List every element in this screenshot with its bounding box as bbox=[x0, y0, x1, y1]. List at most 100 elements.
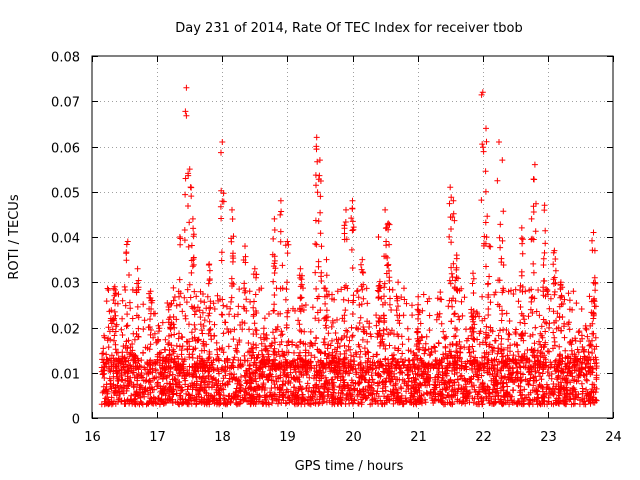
data-point bbox=[477, 328, 484, 335]
data-point bbox=[461, 294, 468, 301]
data-point bbox=[458, 365, 465, 372]
data-point bbox=[479, 379, 486, 386]
data-point bbox=[404, 372, 411, 379]
data-point bbox=[500, 365, 507, 372]
data-point bbox=[562, 347, 569, 354]
data-point bbox=[283, 342, 290, 349]
data-point bbox=[536, 381, 543, 388]
data-point bbox=[451, 310, 458, 317]
data-point bbox=[519, 288, 526, 295]
data-point bbox=[279, 262, 286, 269]
data-point bbox=[126, 272, 132, 278]
data-point bbox=[119, 332, 126, 338]
data-point bbox=[276, 396, 283, 403]
data-point bbox=[118, 372, 125, 379]
data-point bbox=[303, 371, 310, 378]
data-point bbox=[395, 279, 402, 286]
data-point bbox=[240, 303, 247, 310]
data-point bbox=[298, 328, 305, 335]
data-point bbox=[461, 344, 468, 351]
data-point bbox=[373, 312, 380, 319]
data-point bbox=[382, 355, 389, 362]
data-point bbox=[487, 327, 494, 334]
data-point bbox=[349, 332, 356, 339]
data-point bbox=[479, 89, 486, 96]
data-point bbox=[373, 365, 380, 372]
data-point bbox=[518, 331, 525, 338]
data-point bbox=[451, 354, 458, 361]
data-point bbox=[115, 398, 121, 405]
data-point bbox=[237, 384, 244, 391]
data-point bbox=[521, 386, 528, 393]
data-point bbox=[343, 368, 350, 375]
data-point bbox=[135, 325, 142, 332]
data-point bbox=[453, 266, 460, 273]
data-point bbox=[415, 346, 422, 353]
data-point bbox=[437, 296, 444, 303]
data-point bbox=[407, 385, 414, 392]
data-point bbox=[170, 387, 177, 393]
data-point bbox=[103, 400, 110, 407]
data-point bbox=[165, 341, 172, 348]
data-point bbox=[545, 385, 552, 392]
data-point bbox=[137, 386, 144, 393]
data-point bbox=[550, 329, 557, 336]
data-point bbox=[544, 369, 551, 375]
data-point bbox=[554, 376, 560, 383]
data-point bbox=[385, 370, 392, 377]
data-point bbox=[259, 372, 266, 378]
data-point bbox=[558, 327, 565, 334]
data-point bbox=[556, 343, 563, 350]
data-point bbox=[431, 343, 438, 350]
data-point bbox=[106, 328, 113, 335]
data-point bbox=[535, 394, 542, 401]
data-point bbox=[538, 323, 545, 330]
data-point bbox=[544, 348, 551, 355]
data-point bbox=[229, 258, 236, 265]
data-point bbox=[519, 250, 526, 257]
data-point bbox=[357, 388, 364, 395]
data-point bbox=[440, 401, 447, 408]
data-point bbox=[519, 236, 526, 243]
data-point bbox=[528, 286, 535, 293]
data-point bbox=[508, 287, 514, 294]
data-point bbox=[123, 338, 130, 345]
data-point bbox=[135, 358, 142, 364]
data-point bbox=[504, 363, 511, 370]
data-point bbox=[453, 252, 460, 259]
data-point bbox=[353, 351, 360, 358]
data-point bbox=[578, 360, 585, 367]
data-point bbox=[467, 389, 473, 396]
x-tick-labels: 16 17 18 19 20 21 22 23 24 bbox=[84, 430, 622, 445]
data-point bbox=[201, 387, 208, 394]
data-point bbox=[142, 344, 149, 351]
data-point bbox=[140, 301, 147, 308]
data-point bbox=[111, 332, 118, 339]
data-point bbox=[207, 298, 214, 305]
data-point bbox=[276, 341, 283, 348]
data-point bbox=[186, 219, 193, 226]
data-point bbox=[564, 360, 571, 367]
data-point bbox=[216, 387, 223, 394]
data-point bbox=[559, 375, 566, 382]
data-point bbox=[348, 352, 354, 359]
data-point bbox=[537, 400, 544, 407]
data-point bbox=[263, 399, 269, 406]
data-point bbox=[586, 293, 593, 300]
data-point bbox=[525, 313, 532, 320]
data-point bbox=[355, 362, 362, 369]
data-point bbox=[154, 383, 161, 390]
data-point bbox=[269, 396, 276, 403]
data-point bbox=[188, 242, 195, 249]
data-point bbox=[530, 176, 537, 183]
data-point bbox=[289, 341, 296, 348]
data-point bbox=[539, 388, 546, 395]
data-points bbox=[98, 84, 600, 408]
x-tick-label: 24 bbox=[605, 430, 622, 445]
data-point bbox=[112, 346, 119, 353]
data-point bbox=[199, 309, 206, 316]
data-point bbox=[496, 234, 503, 241]
data-point bbox=[436, 357, 443, 364]
data-point bbox=[238, 363, 245, 370]
data-point bbox=[283, 373, 290, 380]
